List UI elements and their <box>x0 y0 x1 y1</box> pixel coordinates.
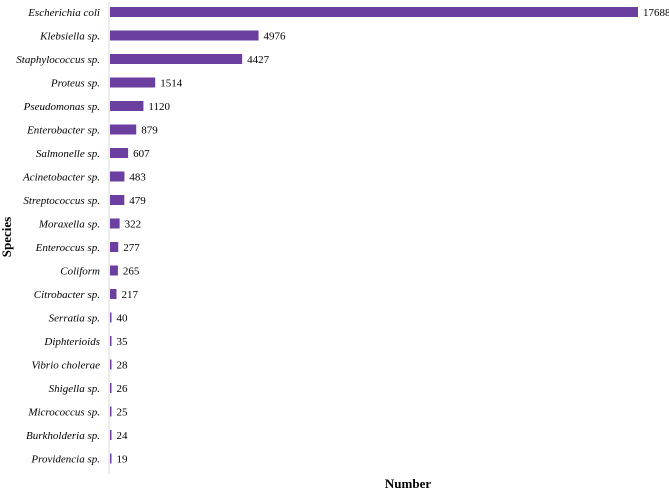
value-label: 4976 <box>264 31 287 43</box>
bar <box>110 336 112 346</box>
bar <box>110 218 120 229</box>
bar <box>110 30 259 41</box>
bars-group: Escherichia coli 17688 Klebsiella sp. 4976 S… <box>16 7 669 466</box>
category-label: Diphterioids <box>43 336 100 348</box>
category-label: Burkholderia sp. <box>26 430 100 442</box>
category-label: Providencia sp. <box>30 454 100 466</box>
x-axis-title: Number <box>385 476 431 489</box>
bar <box>110 430 112 440</box>
value-label: 217 <box>121 289 138 301</box>
value-label: 1514 <box>160 78 183 90</box>
bar <box>110 7 638 17</box>
value-label: 479 <box>129 195 146 207</box>
value-label: 265 <box>123 266 140 278</box>
bar <box>110 124 137 135</box>
bar <box>110 359 112 370</box>
category-label: Staphylococcus sp. <box>16 54 100 66</box>
category-label: Enteroccus sp. <box>35 242 100 254</box>
bar <box>110 195 125 205</box>
category-label: Enterobacter sp. <box>26 125 100 137</box>
value-label: 322 <box>125 219 142 231</box>
category-label: Streptococcus sp. <box>23 195 100 207</box>
value-label: 25 <box>117 407 129 419</box>
category-label: Coliform <box>60 266 100 278</box>
bar <box>110 265 118 276</box>
value-label: 24 <box>117 430 129 442</box>
bar <box>110 242 119 252</box>
category-label: Pseudomonas sp. <box>23 101 100 113</box>
value-label: 35 <box>117 336 129 348</box>
bar <box>110 406 112 417</box>
category-label: Moraxella sp. <box>38 219 100 231</box>
category-label: Salmonelle sp. <box>36 148 100 160</box>
bar <box>110 54 243 64</box>
bar <box>110 383 112 393</box>
bar <box>110 312 112 323</box>
value-label: 4427 <box>247 54 269 66</box>
category-label: Serratia sp. <box>49 313 100 325</box>
bar <box>110 77 156 88</box>
y-axis-title: Species <box>0 217 14 257</box>
bar <box>110 101 144 111</box>
bar <box>110 289 117 299</box>
bar <box>110 171 125 182</box>
category-label: Proteus sp. <box>50 78 100 90</box>
value-label: 483 <box>129 172 146 184</box>
category-label: Shigella sp. <box>49 383 100 395</box>
value-label: 1120 <box>148 101 170 113</box>
value-label: 26 <box>117 383 129 395</box>
value-label: 17688 <box>643 7 669 19</box>
value-label: 277 <box>123 242 140 254</box>
value-label: 607 <box>133 148 150 160</box>
category-label: Citrobacter sp. <box>34 289 100 301</box>
category-label: Escherichia coli <box>27 7 100 19</box>
category-label: Acinetobacter sp. <box>22 172 100 184</box>
bar <box>110 148 129 158</box>
category-label: Micrococcus sp. <box>27 407 100 419</box>
category-label: Klebsiella sp. <box>39 31 100 43</box>
bar <box>110 453 112 464</box>
value-label: 28 <box>117 360 129 372</box>
value-label: 879 <box>141 125 158 137</box>
value-label: 19 <box>117 454 129 466</box>
value-label: 40 <box>117 313 129 325</box>
category-label: Vibrio cholerae <box>31 360 100 372</box>
